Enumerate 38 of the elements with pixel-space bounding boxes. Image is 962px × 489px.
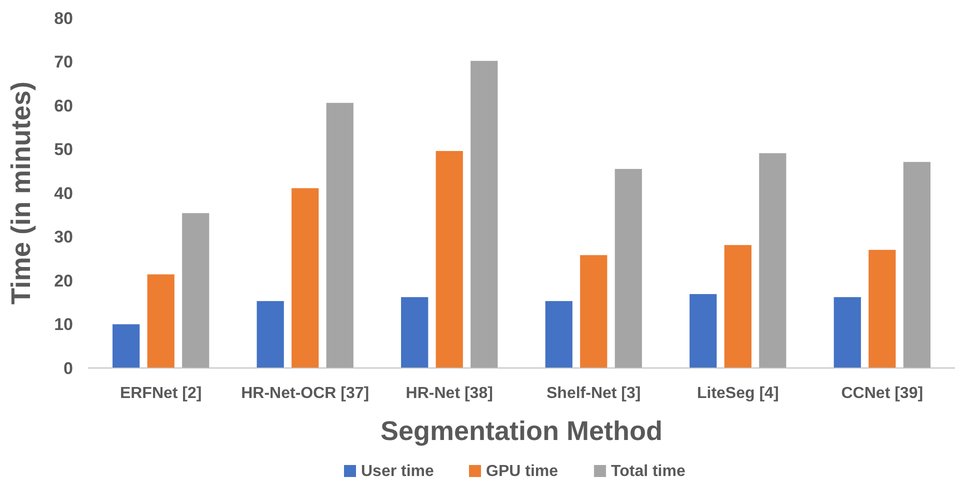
bar [903,162,930,368]
x-tick-label: CCNet [39] [841,385,924,402]
bar [292,188,319,368]
bar [724,245,752,368]
bar [545,301,572,368]
bar [580,255,608,368]
y-tick-label: 80 [54,8,73,28]
y-tick-label: 40 [54,184,73,203]
bar [614,168,642,368]
y-tick-label: 60 [54,96,73,116]
x-tick-label: Shelf-Net [3] [546,385,641,402]
bar [147,274,174,368]
x-tick-label: HR-Net-OCR [37] [241,385,370,402]
x-tick-label: HR-Net [38] [406,385,493,402]
bar [834,297,861,368]
y-tick-label: 20 [54,271,73,290]
bar [182,213,210,368]
x-axis-title: Segmentation Method [380,416,662,446]
x-tick-label: ERFNet [2] [120,385,202,402]
legend-label: User time [361,463,434,480]
y-tick-label: 0 [64,358,73,378]
bar [401,297,428,368]
x-tick-label: LiteSeg [4] [696,385,779,402]
y-tick-label: 50 [54,140,73,160]
bar [759,153,786,368]
bar [868,250,896,368]
y-tick-label: 10 [54,315,73,334]
bar [470,60,498,368]
y-axis-title: Time (in minutes) [6,81,36,305]
bar [326,102,354,368]
bar [436,151,463,368]
bar [690,294,717,368]
bar [256,301,284,368]
bar [112,324,140,368]
legend-label: GPU time [486,463,558,480]
legend-label: Total time [611,463,686,480]
y-tick-label: 30 [54,228,73,247]
y-tick-label: 70 [54,52,73,72]
